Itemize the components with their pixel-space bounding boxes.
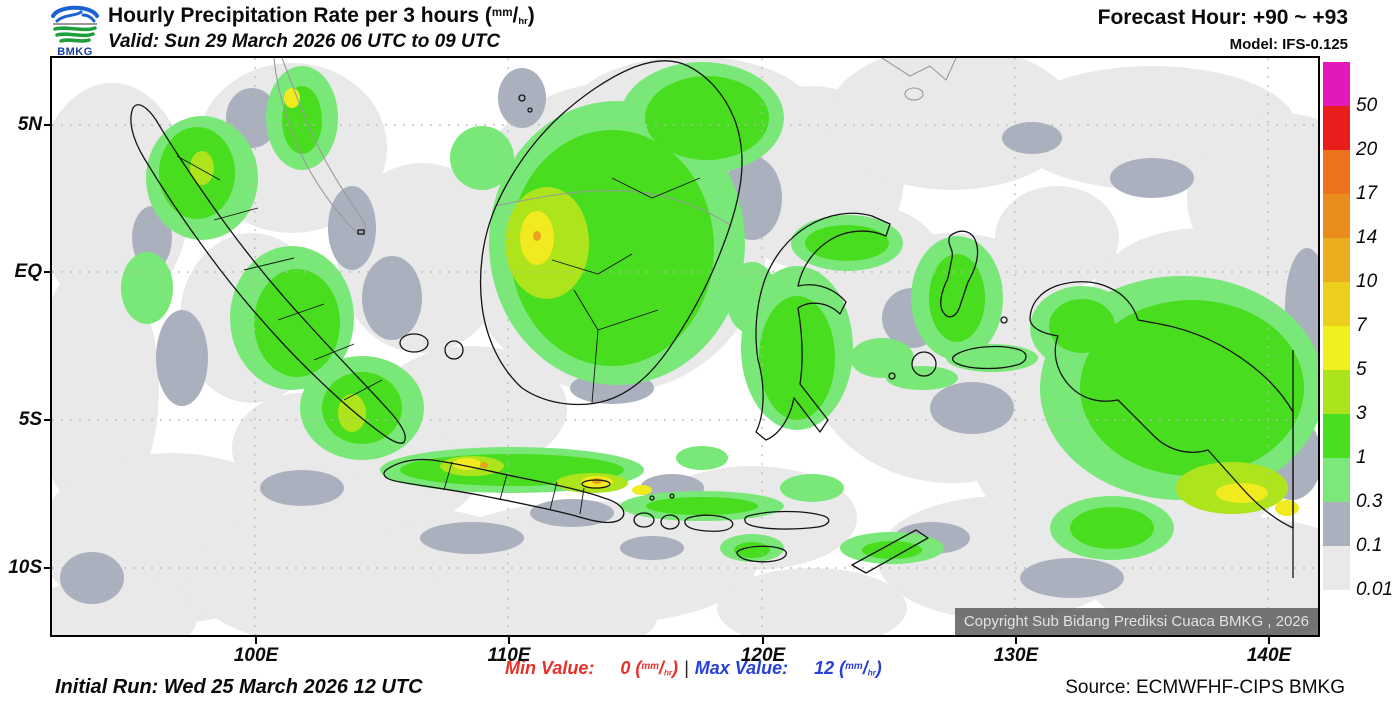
valid-time-label: Valid: Sun 29 March 2026 06 UTC to 09 UT… bbox=[108, 31, 501, 52]
precip-green-layer bbox=[159, 76, 1304, 559]
max-value-label: Max Value: bbox=[694, 658, 789, 678]
forecast-hour-label: Forecast Hour: +90 ~ +93 bbox=[1097, 6, 1348, 29]
min-value-label: Min Value: bbox=[505, 658, 595, 678]
legend-segment bbox=[1323, 546, 1350, 590]
legend-label: 0.01 bbox=[1356, 579, 1393, 600]
legend-segment bbox=[1323, 282, 1350, 326]
xlabel-140e: 140E bbox=[1246, 645, 1292, 666]
copyright-overlay: Copyright Sub Bidang Prediksi Cuaca BMKG… bbox=[954, 608, 1318, 635]
legend-label: 3 bbox=[1356, 403, 1367, 424]
xlabel-120e: 120E bbox=[740, 645, 786, 666]
legend-segment bbox=[1323, 106, 1350, 150]
ytick-eq bbox=[44, 271, 52, 273]
map-canvas bbox=[52, 58, 1318, 635]
min-value: 0 (mm/hr) bbox=[620, 658, 679, 678]
ylabel-eq: EQ bbox=[14, 261, 42, 282]
legend-label: 0.1 bbox=[1356, 535, 1383, 556]
legend-label: 1 bbox=[1356, 447, 1367, 468]
xlabel-130e: 130E bbox=[993, 645, 1039, 666]
xtick-110e bbox=[508, 637, 510, 644]
legend-label: 10 bbox=[1356, 271, 1378, 292]
legend-segment bbox=[1323, 326, 1350, 370]
ylabel-10s: 10S bbox=[8, 557, 42, 578]
legend-segment bbox=[1323, 502, 1350, 546]
legend-segment bbox=[1323, 62, 1350, 106]
legend-segment bbox=[1323, 370, 1350, 414]
source-label: Source: ECMWFHF-CIPS BMKG bbox=[1065, 677, 1345, 698]
legend-label: 14 bbox=[1356, 227, 1378, 248]
graticule bbox=[52, 58, 1318, 635]
precipitation-map: Copyright Sub Bidang Prediksi Cuaca BMKG… bbox=[50, 56, 1320, 637]
ytick-10s bbox=[44, 567, 52, 569]
bmkg-logo-icon bbox=[51, 5, 99, 43]
legend-label: 20 bbox=[1356, 139, 1378, 160]
ytick-5n bbox=[44, 124, 52, 126]
page-title: Hourly Precipitation Rate per 3 hours (m… bbox=[108, 4, 535, 27]
xlabel-110e: 110E bbox=[487, 645, 531, 666]
legend-segment bbox=[1323, 458, 1350, 502]
minmax-values: Min Value: 0 (mm/hr) | Max Value: 12 (mm/hr) bbox=[505, 658, 882, 679]
model-label: Model: IFS-0.125 bbox=[1229, 36, 1348, 53]
legend-segment bbox=[1323, 194, 1350, 238]
initial-run-label: Initial Run: Wed 25 March 2026 12 UTC bbox=[55, 676, 423, 698]
ylabel-5s: 5S bbox=[18, 409, 42, 430]
legend-label: 17 bbox=[1356, 183, 1378, 204]
legend-segment bbox=[1323, 238, 1350, 282]
bmkg-logo: BMKG bbox=[46, 2, 104, 58]
legend-label: 5 bbox=[1356, 359, 1367, 380]
legend-labels: 50 20 17 14 10 7 5 3 1 0.3 0.1 0.01 bbox=[1356, 62, 1400, 602]
xlabel-100e: 100E bbox=[233, 645, 279, 666]
coastlines bbox=[130, 60, 1294, 578]
xtick-120e bbox=[762, 637, 764, 644]
legend-label: 50 bbox=[1356, 95, 1378, 116]
legend-label: 7 bbox=[1356, 315, 1367, 336]
legend-bar bbox=[1323, 62, 1350, 590]
xtick-140e bbox=[1268, 637, 1270, 644]
minmax-separator: | bbox=[684, 658, 689, 678]
legend-segment bbox=[1323, 150, 1350, 194]
bmkg-logo-label: BMKG bbox=[57, 46, 93, 58]
legend-label: 0.3 bbox=[1356, 491, 1383, 512]
xtick-130e bbox=[1015, 637, 1017, 644]
precip-yellowgreen-layer bbox=[190, 151, 1288, 514]
ytick-5s bbox=[44, 419, 52, 421]
foreign-coastlines bbox=[273, 58, 957, 235]
legend-segment bbox=[1323, 414, 1350, 458]
max-value: 12 (mm/hr) bbox=[814, 658, 882, 678]
ylabel-5n: 5N bbox=[17, 114, 42, 135]
title-unit: (mm/hr) bbox=[484, 4, 535, 27]
xtick-100e bbox=[255, 637, 257, 644]
